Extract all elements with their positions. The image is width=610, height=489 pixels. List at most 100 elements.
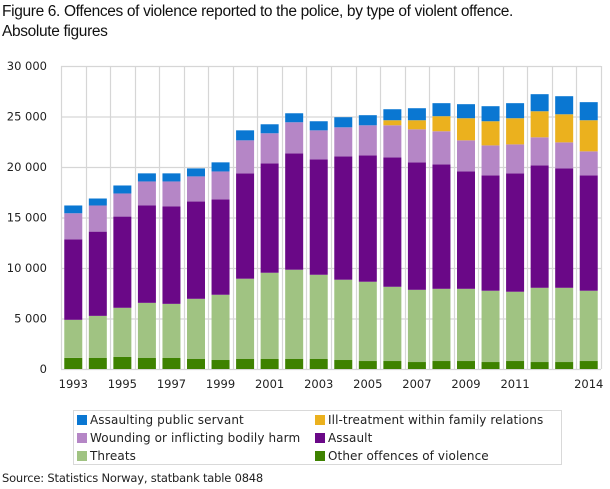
bar-stack-1997 <box>162 173 181 369</box>
legend-swatch <box>77 433 87 443</box>
y-tick-label: 20 000 <box>7 160 47 174</box>
y-tick-label: 5 000 <box>14 312 47 326</box>
bar-segment-other-offences-of-violence <box>579 361 598 369</box>
bar-segment-threats <box>211 294 230 361</box>
bar-segment-wounding-or-inflicting-bodily-harm <box>555 142 574 169</box>
bar-segment-ill-treatment-within-family-relations <box>481 121 500 146</box>
bar-segment-wounding-or-inflicting-bodily-harm <box>64 213 83 240</box>
bar-stack-2003 <box>309 121 328 369</box>
bar-segment-assaulting-public-servant <box>236 130 255 141</box>
bar-segment-assault <box>260 163 279 273</box>
x-tick-label: 2003 <box>304 377 333 391</box>
bar-segment-assault <box>334 156 353 280</box>
bar-segment-other-offences-of-violence <box>137 357 156 369</box>
bar-segment-wounding-or-inflicting-bodily-harm <box>285 122 304 154</box>
bar-segment-other-offences-of-violence <box>457 361 475 369</box>
bar-stack-2004 <box>334 117 353 369</box>
bar-stack-1993 <box>64 205 83 369</box>
chart-svg: 0 5 000 10 000 15 000 20 000 25 000 30 000 199… <box>7 59 604 391</box>
bar-stack-2006 <box>383 109 402 369</box>
bar-segment-wounding-or-inflicting-bodily-harm <box>162 181 181 207</box>
bar-segment-other-offences-of-violence <box>481 362 500 369</box>
bar-segment-wounding-or-inflicting-bodily-harm <box>358 125 377 156</box>
bar-segment-ill-treatment-within-family-relations <box>457 118 475 141</box>
bar-segment-threats <box>334 279 353 361</box>
bar-stack-2001 <box>260 124 279 369</box>
bar-segment-wounding-or-inflicting-bodily-harm <box>309 130 328 160</box>
bar-segment-assault <box>457 171 475 289</box>
bar-segment-threats <box>432 288 451 362</box>
x-axis-ticks: 1993 1995 1997 1999 2001 2003 2005 2007 2009 2011… <box>59 377 604 391</box>
bar-segment-threats <box>407 289 426 363</box>
legend-swatch <box>77 415 87 425</box>
bar-segment-assaulting-public-servant <box>64 205 83 214</box>
bar-segment-assaulting-public-servant <box>285 113 304 123</box>
bar-segment-wounding-or-inflicting-bodily-harm <box>579 151 598 176</box>
bar-segment-assault <box>432 164 451 289</box>
bar-segment-ill-treatment-within-family-relations <box>506 118 525 145</box>
bar-segment-wounding-or-inflicting-bodily-harm <box>407 129 426 163</box>
bar-stack-2013 <box>555 96 574 369</box>
bar-segment-assault <box>162 206 181 304</box>
bar-segment-other-offences-of-violence <box>260 359 279 369</box>
bar-segment-assaulting-public-servant <box>211 162 230 172</box>
bar-segment-wounding-or-inflicting-bodily-harm <box>383 125 402 158</box>
x-tick-label: 1995 <box>108 377 137 391</box>
legend-label: Threats <box>90 449 136 463</box>
bar-segment-other-offences-of-violence <box>555 362 574 369</box>
bar-segment-assaulting-public-servant <box>506 103 525 119</box>
bar-segment-threats <box>162 303 181 358</box>
bar-segment-threats <box>285 269 304 360</box>
bar-stack-2007 <box>407 108 426 369</box>
x-tick-label: 2007 <box>402 377 431 391</box>
bar-segment-ill-treatment-within-family-relations <box>555 114 574 143</box>
bar-segment-assaulting-public-servant <box>530 94 549 112</box>
bar-segment-ill-treatment-within-family-relations <box>407 120 426 130</box>
bar-segment-other-offences-of-violence <box>236 359 255 369</box>
x-tick-label: 2014 <box>574 377 603 391</box>
legend-swatch <box>77 451 87 461</box>
y-tick-label: 15 000 <box>7 211 47 225</box>
legend-item: Other offences of violence <box>315 448 489 464</box>
bar-segment-threats <box>530 287 549 363</box>
bar-segment-other-offences-of-violence <box>187 359 205 369</box>
bar-segment-other-offences-of-violence <box>506 361 525 369</box>
legend-label: Assault <box>328 431 373 445</box>
bar-segment-assaulting-public-servant <box>481 106 500 122</box>
bar-segment-assault <box>358 155 377 282</box>
bar-segment-assaulting-public-servant <box>309 121 328 131</box>
bar-segment-assaulting-public-servant <box>88 198 107 206</box>
bar-segment-other-offences-of-violence <box>285 359 304 369</box>
bar-segment-threats <box>64 319 83 358</box>
chart-title-block: Figure 6. Offences of violence reported … <box>2 2 608 42</box>
bar-segment-threats <box>88 315 107 358</box>
bar-segment-ill-treatment-within-family-relations <box>383 120 402 126</box>
bar-segment-assault <box>187 201 205 299</box>
bar-segment-assaulting-public-servant <box>358 115 377 126</box>
bar-segment-wounding-or-inflicting-bodily-harm <box>481 145 500 176</box>
x-tick-label: 2011 <box>500 377 529 391</box>
legend-label: Assaulting public servant <box>90 413 244 427</box>
bar-segment-assault <box>383 157 402 287</box>
bar-segment-ill-treatment-within-family-relations <box>530 111 549 138</box>
bar-segment-assault <box>113 216 132 308</box>
bar-stack-1994 <box>88 198 107 369</box>
bar-segment-other-offences-of-violence <box>432 361 451 369</box>
bar-segment-wounding-or-inflicting-bodily-harm <box>334 127 353 157</box>
x-tick-label: 2009 <box>451 377 480 391</box>
bar-segment-threats <box>260 272 279 360</box>
bar-segment-assault <box>211 199 230 295</box>
y-tick-label: 25 000 <box>7 110 47 124</box>
bar-segment-threats <box>506 291 525 362</box>
legend: Assaulting public servant Ill-treatment w… <box>73 410 562 465</box>
bar-segment-assault <box>88 231 107 316</box>
bar-segment-threats <box>137 302 156 358</box>
bar-segment-threats <box>481 290 500 363</box>
legend-swatch <box>315 451 325 461</box>
bar-segment-other-offences-of-violence <box>358 361 377 369</box>
bar-segment-assault <box>579 175 598 291</box>
bar-segment-assault <box>506 173 525 292</box>
bar-segment-threats <box>383 286 402 362</box>
legend-item: Assaulting public servant <box>77 412 244 428</box>
bar-segment-assault <box>530 165 549 288</box>
